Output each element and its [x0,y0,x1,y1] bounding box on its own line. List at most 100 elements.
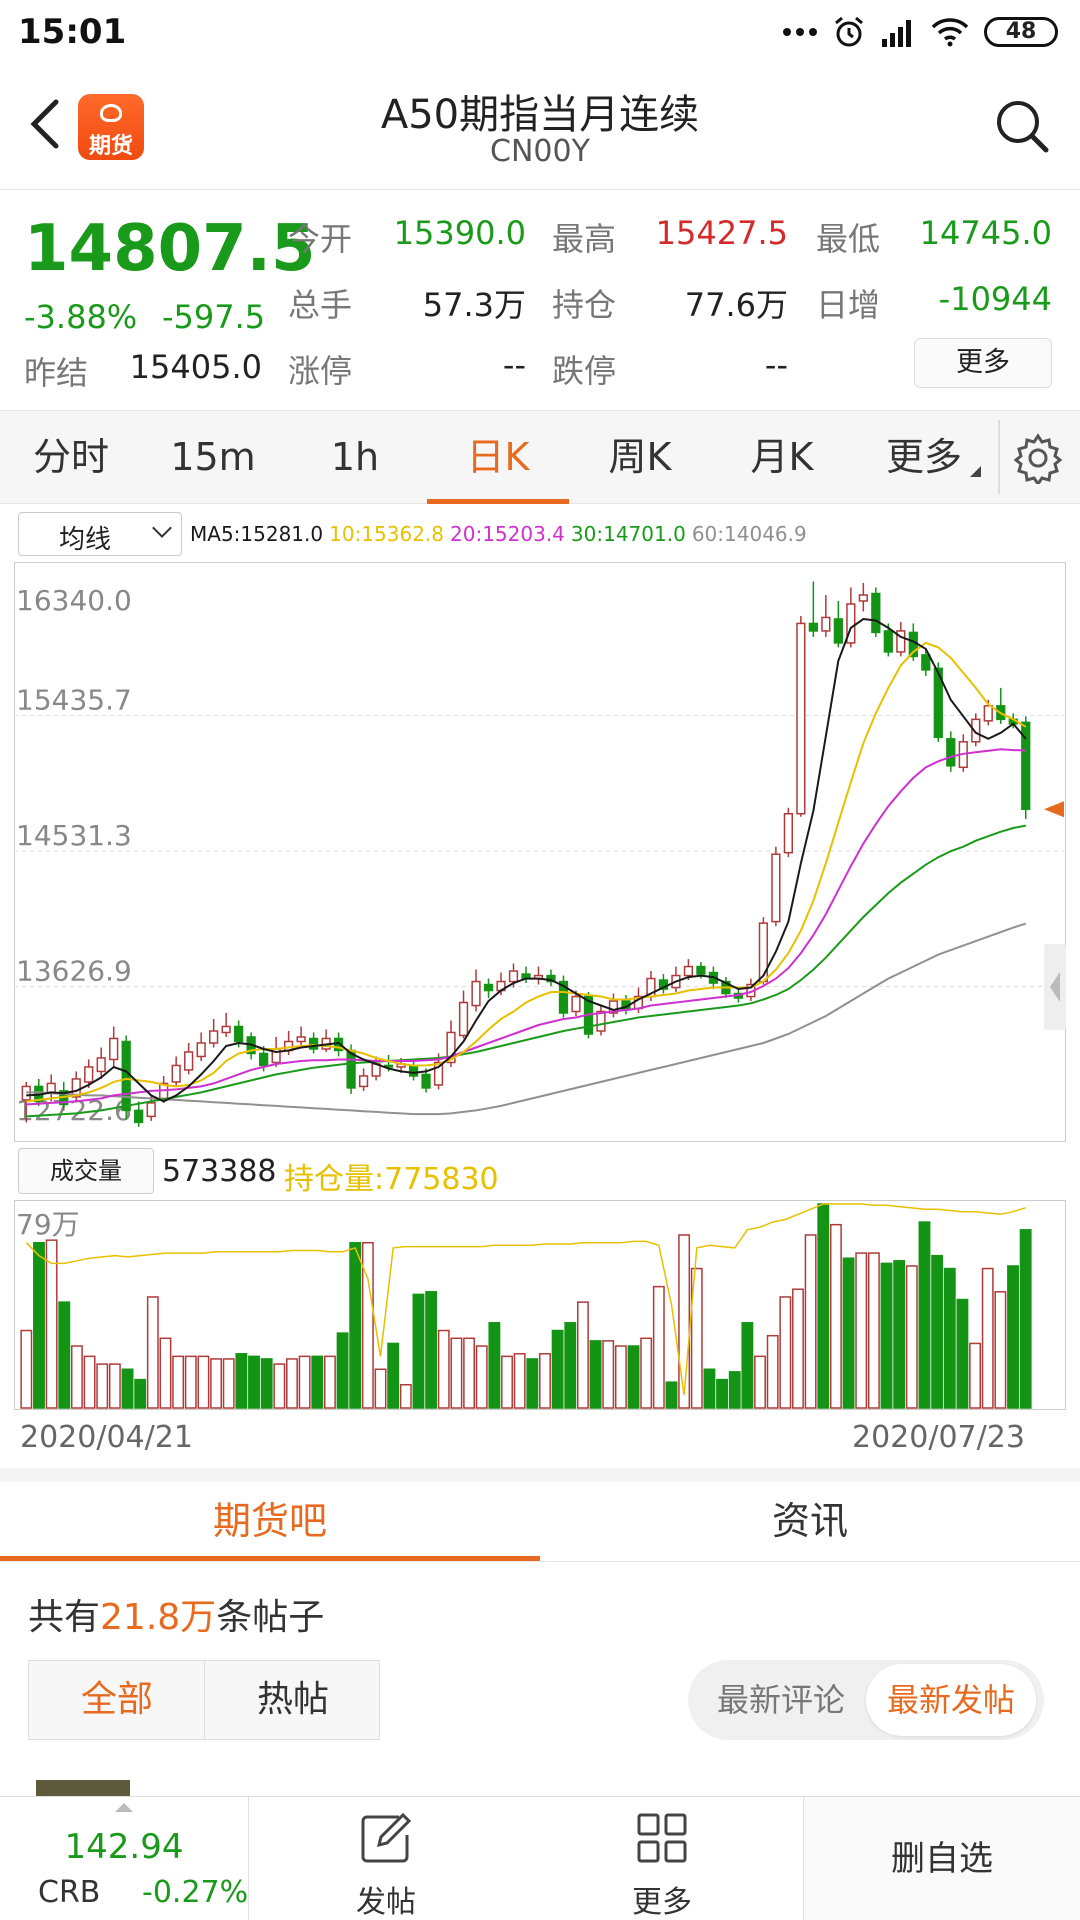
end-date-label: 2020/07/23 [852,1420,1025,1455]
quote-more-button[interactable]: 更多 [914,338,1052,388]
volume-bar [602,1340,615,1409]
start-date-label: 2020/04/21 [20,1420,193,1455]
volume-bar [222,1358,235,1409]
chevron-up-icon[interactable] [115,1803,133,1812]
more-label: 更多 [632,1885,692,1920]
divider [803,1797,804,1920]
active-tab-indicator [427,499,569,504]
volume-bar [450,1337,463,1409]
volume-bar [1019,1229,1032,1409]
candle [983,705,993,722]
tab-futures-forum[interactable]: 期货吧 [212,1499,327,1543]
crb-price[interactable]: 142.94 [64,1827,184,1867]
volume-bar [399,1384,412,1409]
volume-bar [260,1358,273,1409]
ma20-line [26,748,1026,1106]
volume-bar [374,1368,387,1409]
grid-icon [637,1813,687,1863]
tab-monthly-k[interactable]: 月K [750,435,814,479]
post-count-number: 21.8万 [100,1597,217,1638]
prev-settle-label: 昨结 [24,354,89,392]
tab-15m[interactable]: 15m [170,435,256,479]
volume-bar [994,1291,1007,1409]
volume-bar [463,1337,476,1409]
candle [46,1082,56,1094]
ma-indicator-select[interactable]: 均线 [18,512,182,556]
candle [333,1037,344,1052]
post-count-suffix: 条帖子 [216,1597,325,1638]
volume-bar [690,1267,703,1409]
candle [508,970,519,983]
more-button[interactable]: 更多 [552,1797,772,1920]
search-icon[interactable] [994,98,1050,154]
sort-latest-comment[interactable]: 最新评论 [716,1681,845,1719]
candle [471,980,481,1007]
back-arrow-icon[interactable] [22,94,66,154]
candle [209,1030,219,1044]
tab-more-periods[interactable]: 更多 [885,435,962,479]
volume-bar [880,1262,893,1409]
volume-bar [70,1345,83,1409]
candle [421,1073,431,1089]
ma20-value: 20:15203.4 [450,522,565,546]
status-icons: 48 [782,12,1058,52]
volume-bar [956,1298,969,1409]
settings-gear-icon[interactable] [1012,432,1064,484]
tab-weekly-k[interactable]: 周K [608,435,672,479]
post-list-item[interactable] [0,1780,1080,1796]
filter-all-button[interactable]: 全部 [80,1679,153,1720]
wifi-icon [931,18,969,47]
crb-name: CRB [38,1875,101,1910]
volume-bar [184,1355,197,1409]
candlestick-chart[interactable]: 16340.0 15435.7 14531.3 13626.9 12722.6 [14,562,1066,1142]
volume-bar [640,1337,653,1409]
header: 期货 A50期指当月连续 CN00Y [0,64,1080,190]
tab-daily-k[interactable]: 日K [466,435,530,479]
remove-favorite-button[interactable]: 删自选 [804,1797,1080,1920]
chevron-left-icon [1050,972,1060,1002]
volume-bar [589,1340,602,1409]
volume-bar [323,1355,336,1409]
volume-bar [311,1355,324,1409]
more-dropdown-icon [970,466,981,477]
volume-chart[interactable]: 79万 [14,1200,1066,1410]
quote-panel: 14807.5 -3.88% -597.5 昨结 15405.0 今开 1539… [0,190,1080,406]
sort-latest-post[interactable]: 最新发帖 [866,1664,1036,1736]
candle [783,812,793,854]
more-dots-icon [783,28,817,36]
candle [308,1037,319,1050]
filter-hot-button[interactable]: 热帖 [256,1679,329,1720]
volume-indicator-button[interactable]: 成交量 [18,1148,154,1194]
bottom-bar: 142.94 CRB -0.27% 发帖 更多 删自选 [0,1796,1080,1920]
volume-bar [96,1363,109,1409]
volume-bar [551,1329,564,1409]
divider [998,420,1000,494]
post-filter-group: 全部 热帖 [28,1660,380,1740]
candle [234,1025,244,1043]
tab-1h[interactable]: 1h [330,435,380,479]
candle [221,1025,231,1034]
volume-bar [210,1358,223,1409]
tab-intraday[interactable]: 分时 [32,435,109,479]
limit-down-label: 跌停 [552,352,617,390]
y-tick-label: 14531.3 [16,819,132,852]
post-button[interactable]: 发帖 [276,1797,496,1920]
volume-bar [526,1358,539,1409]
volume-bar [981,1267,994,1409]
candle [608,1000,619,1014]
open-interest-label: 持仓 [552,286,617,324]
volume-bar [172,1355,185,1409]
volume-bar [564,1322,577,1409]
tab-news[interactable]: 资讯 [771,1499,848,1543]
candle [1021,721,1031,810]
volume-bar [298,1355,311,1409]
candle [921,654,931,671]
volume-bar [412,1293,425,1409]
volume-bar [931,1254,944,1409]
section-tabs: 期货吧 资讯 [0,1468,1080,1562]
low-value: 14745.0 [919,214,1052,252]
volume-bar [425,1291,438,1409]
candle [134,1109,144,1124]
volume-label: 总手 [288,286,353,324]
y-tick-label: 15435.7 [16,683,132,716]
